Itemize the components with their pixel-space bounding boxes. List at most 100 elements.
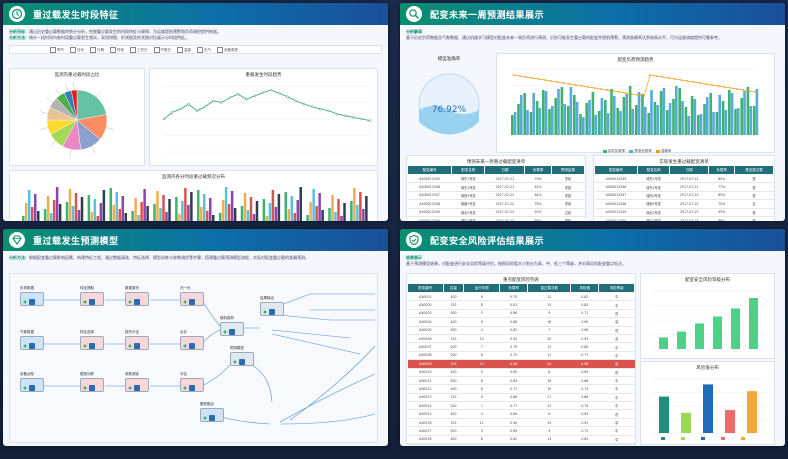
table-row[interactable]: AX00012346 城东2号变 2017-07-21 81% 重载 [407, 182, 585, 192]
workflow-node[interactable] [125, 292, 149, 306]
filter-checkbox[interactable]: 温度 [177, 46, 191, 53]
table-row[interactable]: AX0012 400 6 0.71 10 0.74 中 [407, 384, 635, 394]
bar [703, 384, 713, 433]
filter-checkbox[interactable]: 设备类型 [217, 46, 238, 53]
table-cell: 79% [524, 174, 552, 184]
workflow-connectors [40, 293, 376, 425]
bar [350, 201, 353, 221]
table-row[interactable]: AX0003 500 5 0.68 9 0.71 低 [407, 309, 635, 319]
table-row[interactable]: AX0006 315 10 0.92 20 0.93 高 [407, 334, 635, 344]
workflow-node[interactable] [125, 336, 149, 350]
table-row[interactable]: AX0017 630 5 0.69 9 0.72 中 [407, 426, 635, 436]
table-row[interactable]: AX0001 400 6 0.75 12 0.82 中 [407, 292, 635, 302]
bar-actual [622, 97, 626, 135]
workflow-node[interactable] [230, 352, 254, 366]
panel-title: 重过载发生预测模型 [33, 236, 119, 247]
pagination[interactable]: « ‹ 1 2 3 › » [407, 444, 635, 446]
table-cell: 中 [598, 300, 635, 310]
table-cell: 0.81 [499, 300, 528, 310]
workflow-node[interactable] [20, 336, 44, 350]
table-row[interactable]: AX0002 315 8 0.81 15 0.85 中 [407, 300, 635, 310]
table-row[interactable]: AX00012348 城南5号变 2017-07-22 70% 否 [594, 199, 774, 209]
workflow-node[interactable] [260, 302, 284, 316]
filter-checkbox[interactable]: 天气 [197, 46, 211, 53]
table-row[interactable]: AX0018 400 8 0.82 14 0.84 中 [407, 435, 635, 445]
table-cell: 高 [598, 334, 635, 344]
accuracy-point [612, 90, 614, 92]
table-row[interactable]: AX0008 500 6 0.73 11 0.77 中 [407, 351, 635, 361]
bar-actual [554, 98, 557, 135]
table-row[interactable]: AX0009 315 12 0.98 24 0.98 高 [407, 359, 635, 369]
table-cell: AX00012348 [407, 199, 452, 209]
bar [46, 196, 50, 221]
table-row[interactable]: AX0005 630 4 0.62 7 0.66 低 [407, 326, 635, 335]
table-row[interactable]: AX0015 400 4 0.60 6 0.63 低 [407, 409, 635, 419]
pie-leader [46, 97, 53, 103]
table-row[interactable]: AX00012349 城北2号变 2017-07-23 92% 过载 [407, 208, 585, 217]
analysis-note: 分析解读 基于历史负荷数据及气象数据，通过机器学习模型对配变未来一周负荷进行预测，… [406, 29, 722, 40]
pie-title: 监测内重过载时段占比 [54, 73, 100, 78]
bar [747, 391, 757, 433]
table-row[interactable]: AX0004 400 9 0.88 18 0.90 高 [407, 317, 635, 327]
bar [175, 197, 178, 221]
table-cell: 高 [598, 418, 635, 428]
workflow-node[interactable] [180, 292, 204, 306]
workflow-node[interactable] [180, 336, 204, 350]
filter-checkbox[interactable]: 工作日 [130, 46, 148, 53]
workflow-node[interactable] [220, 322, 244, 336]
table-cell: 14 [527, 435, 571, 445]
table-cell: 400 [443, 409, 464, 419]
workflow-node[interactable] [20, 292, 44, 306]
table-row[interactable]: AX0013 315 9 0.86 17 0.88 中 [407, 393, 635, 403]
combo-legend: 实际负载率 预测负载率 准确率 [497, 149, 774, 154]
node-label: 随机森林 [220, 316, 234, 320]
data-point [344, 114, 347, 117]
table-row[interactable]: AX00012345 城东1号变 2017-07-21 79% 重载 [407, 174, 585, 184]
workflow-node[interactable] [20, 378, 44, 392]
table-cell: AX00012347 [407, 191, 452, 201]
bar [52, 200, 56, 221]
node-label: 合并 [180, 330, 187, 334]
table-cell: 88% [524, 216, 552, 221]
bar-actual [734, 109, 737, 135]
bar [315, 206, 318, 221]
table-row[interactable]: AX00012347 城西3号变 2017-07-22 84% 重载 [407, 191, 585, 201]
bar [112, 205, 115, 221]
filter-checkbox[interactable]: 月份 [70, 46, 84, 53]
filter-checkbox[interactable]: 时段 [110, 46, 124, 53]
workflow-node[interactable] [180, 378, 204, 392]
workflow-node[interactable] [80, 378, 104, 392]
workflow-node[interactable] [80, 292, 104, 306]
workflow-node[interactable] [200, 408, 224, 422]
table-row[interactable]: AX00012345 城东1号变 2017-07-21 80% 是 [594, 174, 774, 184]
table-row[interactable]: AX0011 630 8 0.84 16 0.86 中 [407, 376, 635, 386]
bar-forecast [743, 91, 746, 135]
table-row[interactable]: AX0014 500 7 0.77 12 0.79 中 [407, 401, 635, 411]
bar [203, 194, 206, 221]
data-point [261, 91, 265, 94]
workflow-node[interactable] [125, 378, 149, 392]
filter-checkbox[interactable]: 日期 [90, 46, 104, 53]
table-row[interactable]: AX00012347 城西3号变 2017-07-22 85% 是 [594, 191, 774, 201]
bar [22, 216, 25, 221]
table-row[interactable]: AX00012348 城南5号变 2017-07-22 76% 重载 [407, 199, 585, 209]
table-row[interactable]: AX00012346 城东2号变 2017-07-21 77% 是 [594, 182, 774, 192]
table-row[interactable]: AX0016 315 11 0.90 19 0.91 高 [407, 418, 635, 428]
filter-checkbox[interactable]: 季节 [50, 46, 64, 53]
bar-actual [635, 105, 638, 135]
table-row[interactable]: AX0010 400 5 0.65 8 0.69 低 [407, 368, 635, 377]
table-row[interactable]: AX0007 400 7 0.79 13 0.80 中 [407, 342, 635, 352]
table-cell: AX0010 [407, 368, 444, 377]
workflow-node[interactable] [80, 336, 104, 350]
column-header: 配变编号 [594, 165, 638, 175]
diamond-icon [9, 232, 25, 248]
table-cell: 是 [734, 216, 774, 221]
table-row[interactable]: AX00012349 城北2号变 2017-07-23 95% 是 [594, 208, 774, 217]
pie-leader [69, 149, 72, 158]
legend-swatch [701, 437, 705, 440]
table-cell: 城南5号变 [637, 199, 670, 209]
filter-checkbox[interactable]: 节假日 [153, 46, 171, 53]
data-point [245, 97, 248, 101]
